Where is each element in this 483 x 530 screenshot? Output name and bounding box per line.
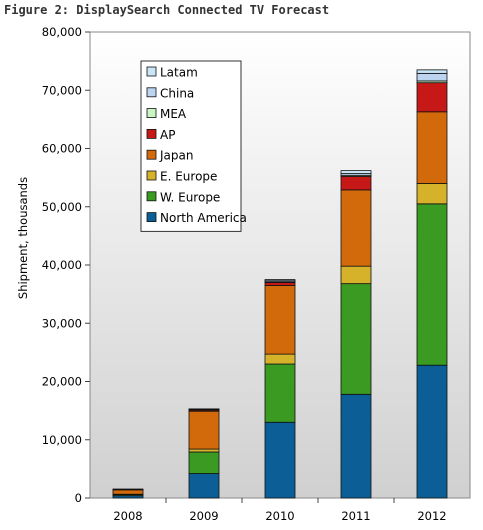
legend-swatch-ap [146, 128, 157, 139]
bar-segment-e-europe-2012 [416, 183, 448, 205]
legend-box [140, 60, 242, 232]
legend-label-ap: AP [160, 128, 175, 142]
y-tick-label: 50,000 [42, 200, 82, 214]
bar-segment-north-america-2010 [264, 421, 296, 499]
legend-swatch-e-europe [146, 170, 157, 181]
legend-swatch-mea [146, 108, 157, 118]
y-tick-label: 10,000 [42, 433, 82, 447]
bar-segment-japan-2009 [188, 410, 220, 450]
legend-label-japan: Japan [159, 149, 193, 163]
legend-swatch-japan [146, 149, 157, 160]
bar-segment-w-europe-2010 [264, 363, 296, 423]
x-tick-label: 2010 [265, 509, 294, 523]
figure-title: Figure 2: DisplaySearch Connected TV For… [4, 3, 330, 17]
legend-swatch-latam [146, 66, 157, 77]
x-tick-label: 2008 [113, 509, 142, 523]
bar-segment-latam-2009 [188, 408, 220, 410]
legend-label-w-europe: W. Europe [160, 190, 220, 204]
bar-segment-ap-2011 [340, 176, 372, 191]
legend-label-north-america: North America [160, 211, 247, 225]
bar-segment-latam-2008 [112, 488, 144, 491]
legend-label-latam: Latam [160, 66, 198, 80]
bar-segment-e-europe-2010 [264, 353, 296, 365]
legend-swatch-north-america [146, 212, 157, 223]
y-axis-title: Shipment, thousands [16, 177, 30, 299]
y-tick-label: 0 [75, 491, 82, 505]
bar-segment-latam-2012 [416, 69, 448, 74]
bar-segment-north-america-2009 [188, 473, 220, 499]
bar-segment-north-america-2012 [416, 364, 448, 499]
x-tick-label: 2012 [417, 509, 446, 523]
bar-segment-w-europe-2012 [416, 203, 448, 366]
bar-segment-japan-2011 [340, 189, 372, 267]
x-tick-label: 2009 [189, 509, 218, 523]
bar-segment-latam-2010 [264, 279, 296, 282]
y-tick-label: 40,000 [42, 258, 82, 272]
legend-swatch-w-europe [146, 191, 157, 202]
legend-label-e-europe: E. Europe [160, 170, 217, 184]
y-tick-label: 60,000 [42, 142, 82, 156]
bar-segment-ap-2010 [264, 282, 296, 286]
bar-segment-w-europe-2009 [188, 451, 220, 474]
bar-segment-north-america-2011 [340, 393, 372, 499]
bar-segment-japan-2012 [416, 111, 448, 184]
bar-segment-japan-2010 [264, 284, 296, 355]
legend-label-mea: MEA [160, 107, 187, 121]
bar-segment-e-europe-2009 [188, 448, 220, 453]
y-tick-label: 30,000 [42, 316, 82, 330]
bar-segment-china-2012 [416, 72, 448, 82]
legend-swatch-china [146, 87, 157, 98]
y-tick-label: 20,000 [42, 375, 82, 389]
y-tick-label: 70,000 [42, 83, 82, 97]
x-tick-label: 2011 [341, 509, 370, 523]
y-tick-label: 80,000 [42, 25, 82, 39]
legend-label-china: China [160, 86, 194, 100]
bar-segment-ap-2012 [416, 82, 448, 113]
bar-segment-w-europe-2011 [340, 283, 372, 395]
bar-segment-latam-2011 [340, 170, 372, 174]
bar-segment-e-europe-2011 [340, 265, 372, 285]
